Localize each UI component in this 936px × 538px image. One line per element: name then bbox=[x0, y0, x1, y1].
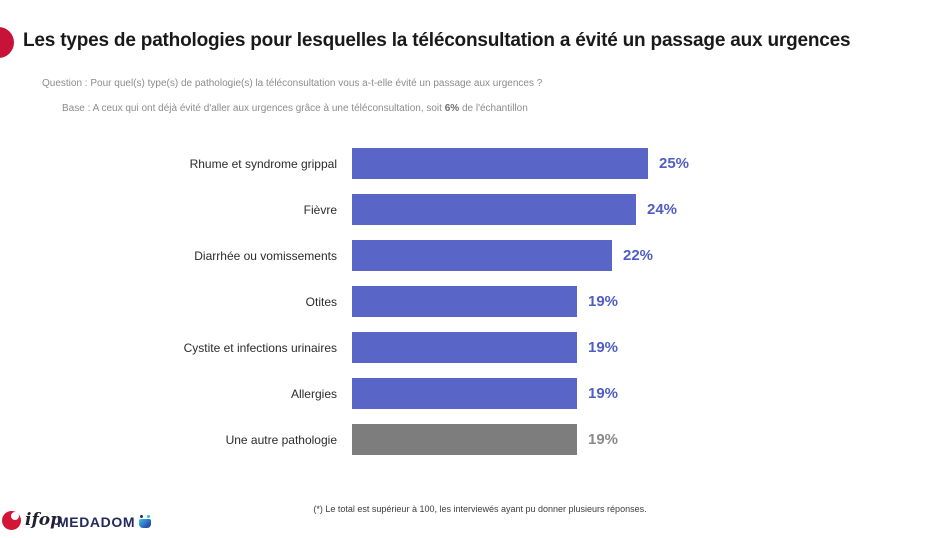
value-label: 19% bbox=[588, 293, 619, 310]
value-label: 24% bbox=[647, 201, 678, 218]
category-label: Cystite et infections urinaires bbox=[183, 340, 337, 355]
bar bbox=[352, 286, 577, 317]
chart-row: Otites 19% bbox=[0, 286, 936, 317]
chart-row: Fièvre 24% bbox=[0, 194, 936, 225]
value-label: 19% bbox=[588, 385, 619, 402]
chart-row: Une autre pathologie 19% bbox=[0, 424, 936, 455]
base-text-prefix: Base : A ceux qui ont déjà évité d'aller… bbox=[62, 103, 445, 114]
bar bbox=[352, 378, 577, 409]
chart-row: Cystite et infections urinaires 19% bbox=[0, 332, 936, 363]
bar bbox=[352, 424, 577, 455]
ifop-logo: ifop bbox=[2, 511, 62, 530]
question-text: Question : Pour quel(s) type(s) de patho… bbox=[42, 78, 543, 89]
category-label: Rhume et syndrome grippal bbox=[189, 156, 337, 171]
page-title: Les types de pathologies pour lesquelles… bbox=[23, 30, 851, 51]
base-text: Base : A ceux qui ont déjà évité d'aller… bbox=[62, 103, 528, 114]
value-label: 22% bbox=[623, 247, 654, 264]
bar bbox=[352, 332, 577, 363]
chart-rows: Rhume et syndrome grippal 25% Fièvre 24% Dia… bbox=[0, 148, 936, 455]
category-label: Fièvre bbox=[303, 202, 337, 217]
value-label: 19% bbox=[588, 339, 619, 356]
bar-chart: Rhume et syndrome grippal 25% Fièvre 24% Dia… bbox=[0, 148, 936, 470]
chart-row: Rhume et syndrome grippal 25% bbox=[0, 148, 936, 179]
category-label: Diarrhée ou vomissements bbox=[194, 248, 337, 263]
ifop-logo-text: ifop bbox=[25, 510, 62, 530]
bar bbox=[352, 240, 612, 271]
base-text-sample-pct: 6% bbox=[444, 103, 460, 114]
value-label: 25% bbox=[659, 155, 690, 172]
chart-row: Diarrhée ou vomissements 22% bbox=[0, 240, 936, 271]
category-label: Une autre pathologie bbox=[225, 432, 337, 447]
base-text-suffix: de l'échantillon bbox=[459, 103, 528, 114]
bar bbox=[352, 194, 636, 225]
value-label: 19% bbox=[588, 431, 619, 448]
title-accent-dot bbox=[0, 27, 14, 58]
footnote-text: (*) Le total est supérieur à 100, les in… bbox=[313, 504, 647, 514]
medadom-logo-text: MEDADOM bbox=[57, 514, 136, 530]
medadom-logo: MEDADOM bbox=[57, 514, 152, 530]
ifop-logo-icon bbox=[2, 511, 21, 530]
category-label: Otites bbox=[305, 294, 337, 309]
chart-row: Allergies 19% bbox=[0, 378, 936, 409]
medadom-icon bbox=[139, 515, 152, 528]
bar bbox=[352, 148, 648, 179]
category-label: Allergies bbox=[290, 386, 337, 401]
